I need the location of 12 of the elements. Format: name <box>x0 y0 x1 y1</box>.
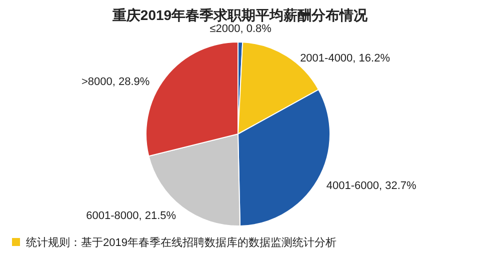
chart-title: 重庆2019年春季求职期平均薪酬分布情况 <box>111 7 369 23</box>
category-label: 6001-8000 <box>86 210 139 222</box>
category-label: 4001-6000 <box>326 180 379 192</box>
text: 统计规则：基于2019年春季在线招聘数据库的数据监测统计分析 <box>26 236 336 249</box>
category-label: ≤2000 <box>210 23 240 36</box>
value-label: , 21.5% <box>138 210 176 222</box>
category-label: 2001-4000 <box>300 52 353 64</box>
value-label: , 28.9% <box>112 76 150 88</box>
value-label: , 16.2% <box>352 52 390 64</box>
value-label: , 0.8% <box>240 23 272 36</box>
value-label: , 32.7% <box>379 180 416 192</box>
category-label: >8000 <box>81 76 112 88</box>
